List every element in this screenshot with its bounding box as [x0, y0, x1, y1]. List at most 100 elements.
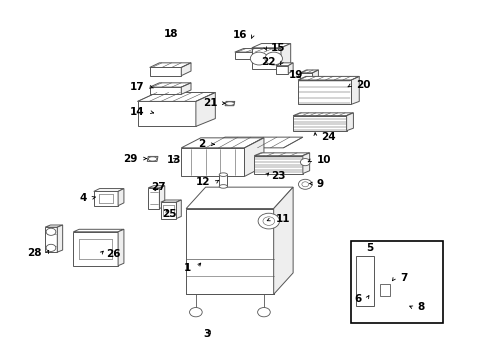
- Polygon shape: [351, 76, 359, 104]
- Polygon shape: [312, 70, 318, 84]
- Circle shape: [263, 217, 274, 225]
- Polygon shape: [251, 48, 281, 69]
- Polygon shape: [45, 225, 62, 227]
- Text: 11: 11: [276, 214, 290, 224]
- Circle shape: [301, 182, 308, 187]
- Polygon shape: [176, 200, 181, 219]
- Polygon shape: [181, 83, 191, 94]
- Circle shape: [46, 244, 56, 251]
- Polygon shape: [254, 156, 302, 174]
- Polygon shape: [292, 116, 346, 131]
- Ellipse shape: [225, 102, 234, 105]
- Text: 22: 22: [261, 57, 276, 67]
- Text: 21: 21: [203, 98, 217, 108]
- Circle shape: [396, 298, 414, 311]
- Polygon shape: [57, 225, 62, 252]
- Polygon shape: [264, 49, 272, 59]
- Text: 24: 24: [321, 132, 335, 142]
- Polygon shape: [281, 44, 290, 69]
- Circle shape: [359, 260, 370, 268]
- Text: 16: 16: [232, 30, 246, 40]
- Polygon shape: [244, 138, 264, 176]
- Polygon shape: [276, 66, 287, 73]
- Text: 4: 4: [79, 193, 86, 203]
- Circle shape: [379, 286, 389, 293]
- Circle shape: [400, 301, 410, 308]
- Ellipse shape: [148, 157, 157, 161]
- Text: 2: 2: [198, 139, 205, 149]
- Circle shape: [359, 283, 370, 292]
- Polygon shape: [94, 189, 123, 192]
- Text: 28: 28: [27, 248, 41, 258]
- Polygon shape: [186, 208, 273, 294]
- Circle shape: [258, 213, 279, 229]
- Polygon shape: [287, 63, 292, 73]
- Polygon shape: [149, 63, 191, 67]
- Circle shape: [300, 158, 309, 166]
- Polygon shape: [181, 63, 191, 76]
- Polygon shape: [251, 44, 290, 48]
- Polygon shape: [300, 73, 312, 84]
- Polygon shape: [205, 137, 302, 148]
- Polygon shape: [73, 229, 123, 232]
- Polygon shape: [224, 102, 234, 106]
- Circle shape: [264, 52, 282, 65]
- Text: 9: 9: [316, 179, 323, 189]
- Polygon shape: [181, 138, 264, 148]
- Polygon shape: [196, 93, 215, 126]
- Ellipse shape: [219, 185, 227, 188]
- Text: 7: 7: [399, 273, 407, 283]
- Polygon shape: [118, 229, 123, 266]
- Text: 1: 1: [183, 262, 191, 273]
- Text: 19: 19: [288, 69, 302, 80]
- Text: 18: 18: [164, 28, 179, 39]
- Text: 29: 29: [123, 154, 137, 163]
- Polygon shape: [379, 284, 389, 296]
- Polygon shape: [148, 188, 159, 208]
- Text: 17: 17: [130, 82, 144, 92]
- Polygon shape: [149, 67, 181, 76]
- Text: 12: 12: [196, 177, 210, 187]
- Polygon shape: [273, 187, 292, 294]
- Polygon shape: [73, 232, 118, 266]
- Polygon shape: [118, 189, 123, 206]
- Polygon shape: [45, 227, 57, 252]
- Text: 5: 5: [366, 243, 373, 253]
- Polygon shape: [149, 83, 191, 87]
- Polygon shape: [297, 80, 351, 104]
- Circle shape: [359, 270, 370, 279]
- Circle shape: [359, 294, 370, 303]
- Circle shape: [298, 179, 311, 189]
- Polygon shape: [147, 157, 158, 161]
- Polygon shape: [234, 52, 264, 59]
- Polygon shape: [234, 49, 272, 52]
- Polygon shape: [148, 186, 164, 188]
- Circle shape: [250, 52, 267, 65]
- Circle shape: [257, 307, 270, 317]
- Polygon shape: [346, 113, 353, 131]
- Circle shape: [189, 307, 202, 317]
- Text: 25: 25: [162, 209, 176, 219]
- Circle shape: [46, 228, 56, 235]
- Text: 26: 26: [106, 249, 120, 259]
- Ellipse shape: [219, 173, 227, 176]
- Polygon shape: [302, 153, 309, 174]
- Text: 6: 6: [353, 294, 361, 303]
- Polygon shape: [219, 175, 227, 186]
- Polygon shape: [161, 200, 181, 202]
- Text: 27: 27: [151, 182, 165, 192]
- Polygon shape: [356, 256, 373, 306]
- Polygon shape: [149, 87, 181, 94]
- Text: 14: 14: [130, 107, 144, 117]
- Polygon shape: [137, 102, 196, 126]
- Polygon shape: [181, 148, 244, 176]
- Text: 15: 15: [271, 43, 285, 53]
- Text: 8: 8: [416, 302, 424, 312]
- Polygon shape: [254, 153, 309, 156]
- Polygon shape: [292, 113, 353, 116]
- Polygon shape: [159, 186, 164, 208]
- Bar: [351, 241, 442, 323]
- Text: 3: 3: [203, 329, 210, 339]
- Polygon shape: [276, 63, 292, 66]
- Polygon shape: [94, 192, 118, 206]
